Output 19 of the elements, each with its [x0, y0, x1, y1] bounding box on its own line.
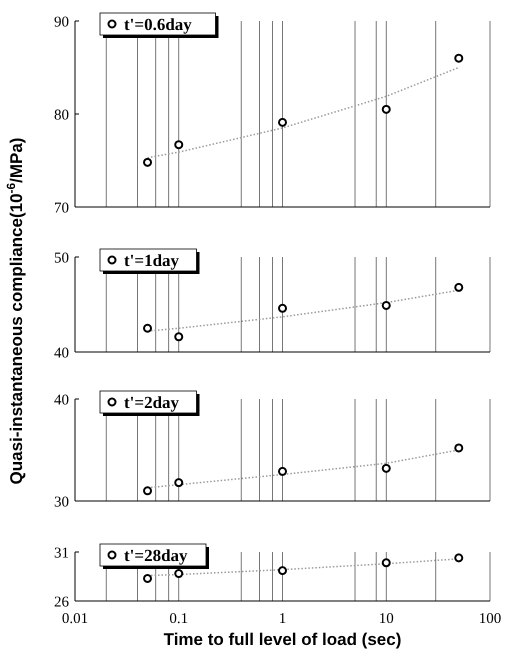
legend-label: t'=2day: [124, 392, 180, 412]
legend-label: t'=1day: [124, 250, 180, 270]
y-tick-label: 80: [54, 107, 69, 124]
y-tick-label: 40: [54, 392, 69, 408]
x-tick-label: 0.1: [169, 611, 188, 627]
x-tick-label: 10: [378, 611, 394, 627]
x-axis-title: Time to full level of load (sec): [164, 630, 402, 649]
x-tick-label: 1: [278, 611, 286, 627]
y-tick-label: 30: [54, 494, 69, 510]
legend-label: t'=28day: [124, 546, 188, 565]
y-tick-label: 40: [54, 345, 69, 362]
legend-label: t'=0.6day: [124, 14, 192, 34]
y-tick-label: 50: [54, 250, 69, 266]
x-tick-label: 0.01: [62, 611, 88, 627]
y-tick-label: 26: [54, 594, 70, 610]
x-tick-label: 100: [478, 611, 502, 627]
y-tick-label: 90: [54, 14, 69, 30]
y-tick-label: 31: [54, 545, 69, 562]
y-tick-label: 70: [54, 200, 69, 216]
